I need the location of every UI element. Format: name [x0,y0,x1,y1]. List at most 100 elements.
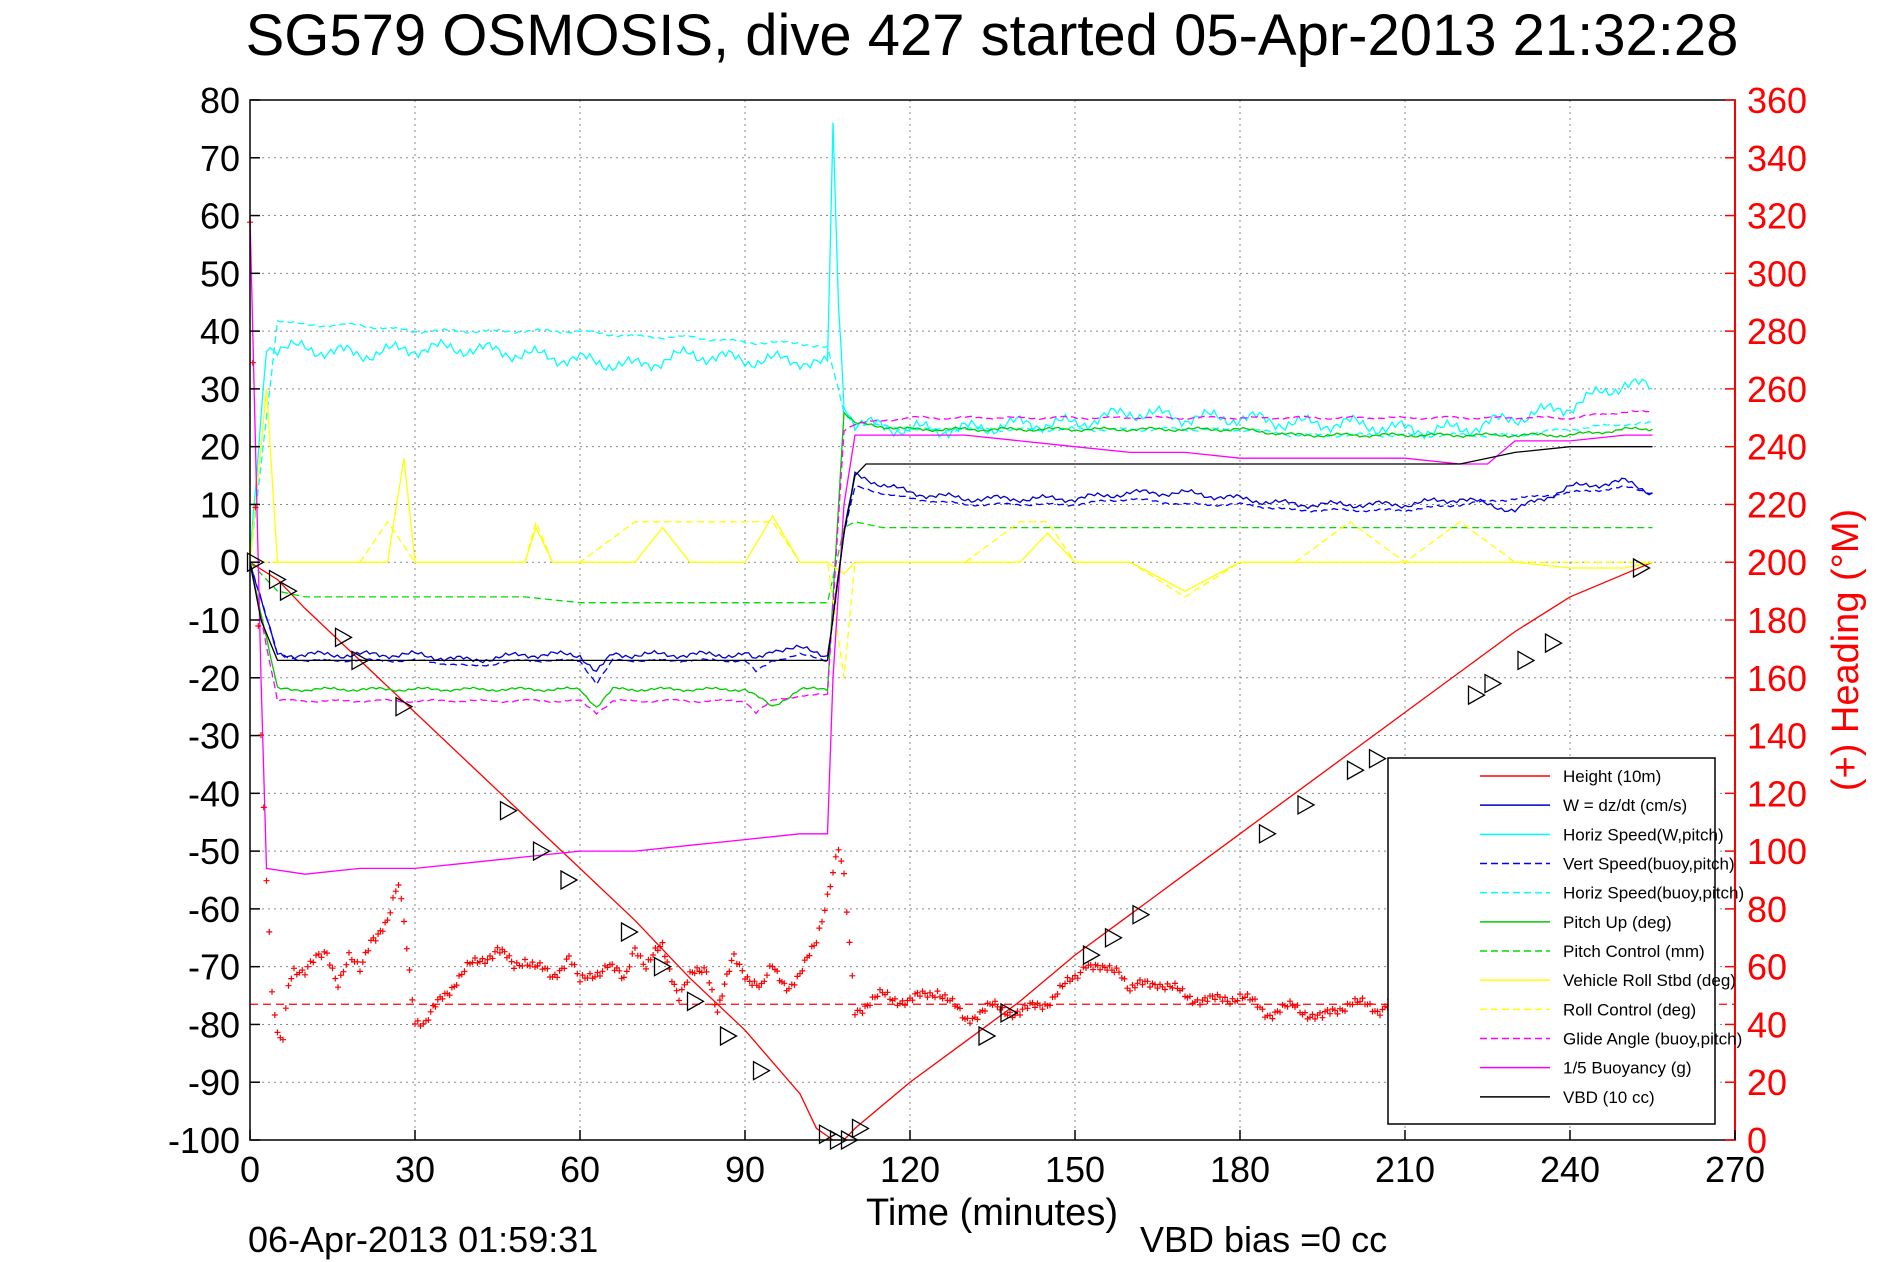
x-tick-label: 90 [725,1149,765,1190]
vbd-bias-label: VBD bias =0 cc [1140,1219,1387,1260]
height-marker-29 [1517,650,1536,671]
left-tick-label: -90 [188,1062,240,1103]
left-tick-label: -40 [188,773,240,814]
left-tick-label: -50 [188,831,240,872]
height-marker-6 [499,800,518,821]
left-tick-label: 50 [200,253,240,294]
right-tick-label: 320 [1747,196,1807,237]
legend-label-6: Pitch Control (mm) [1563,942,1705,961]
height-marker-4 [351,650,370,671]
left-tick-label: 30 [200,369,240,410]
left-tick-label: -80 [188,1004,240,1045]
x-tick-label: 120 [880,1149,940,1190]
legend-label-4: Horiz Speed(buoy,pitch) [1563,884,1744,903]
legend: Height (10m) W = dz/dt (cm/s) Horiz Speed(… [1387,757,1744,1125]
series-line-5 [250,410,1653,708]
right-tick-label: 80 [1747,889,1787,930]
right-tick-label: 340 [1747,138,1807,179]
series-line-7 [250,388,1653,592]
left-tick-label: 40 [200,311,240,352]
series-line-0 [250,561,1653,1140]
height-marker-24 [1297,794,1316,816]
legend-label-3: Vert Speed(buoy,pitch) [1563,855,1735,874]
right-axis-ticks: 3603403203002802602402202001801601401201… [1725,80,1807,1161]
series-line-9 [250,409,1653,715]
right-tick-label: 360 [1747,80,1807,121]
right-tick-label: 220 [1747,484,1807,525]
height-marker-27 [1467,684,1486,706]
series-line-10 [250,215,1653,875]
legend-label-5: Pitch Up (deg) [1563,913,1672,932]
left-tick-label: 70 [200,138,240,179]
height-markers [246,552,1651,1151]
legend-label-0: Height (10m) [1563,767,1661,786]
legend-label-9: Glide Angle (buoy,pitch) [1563,1030,1742,1049]
height-marker-8 [560,869,579,891]
height-marker-11 [686,991,705,1012]
right-tick-label: 40 [1747,1004,1787,1045]
x-tick-label: 240 [1540,1149,1600,1190]
right-tick-label: 260 [1747,369,1807,410]
height-marker-26 [1368,748,1387,769]
height-marker-9 [620,921,639,943]
height-marker-14 [818,1124,837,1145]
right-tick-label: 200 [1747,542,1807,583]
legend-label-1: W = dz/dt (cm/s) [1563,796,1687,815]
x-tick-label: 180 [1210,1149,1270,1190]
height-marker-31 [1632,557,1651,579]
height-marker-22 [1132,904,1151,925]
height-marker-10 [653,956,672,977]
height-marker-1 [268,569,287,590]
height-marker-28 [1484,673,1503,694]
legend-label-10: 1/5 Buoyancy (g) [1563,1059,1692,1078]
left-tick-label: 20 [200,427,240,468]
series-line-4 [250,319,1653,562]
legend-label-8: Roll Control (deg) [1563,1000,1696,1019]
right-tick-label: 240 [1747,427,1807,468]
left-tick-label: -30 [188,716,240,757]
right-tick-label: 0 [1747,1120,1767,1161]
x-tick-label: 0 [240,1149,260,1190]
left-axis-ticks: 80 70 60 50 40 30 20 10 0 -10 -20 -30 -40 -50 -60 -70 -8… [168,80,260,1161]
right-tick-label: 280 [1747,311,1807,352]
left-tick-label: 0 [220,542,240,583]
left-tick-label: 10 [200,484,240,525]
right-tick-label: 160 [1747,658,1807,699]
height-marker-21 [1104,927,1123,948]
legend-label-2: Horiz Speed(W,pitch) [1563,825,1724,844]
legend-box [1387,757,1716,1125]
right-tick-label: 120 [1747,773,1807,814]
height-marker-19 [1000,1002,1019,1024]
left-tick-label: -20 [188,658,240,699]
height-marker-30 [1544,632,1563,654]
right-tick-label: 20 [1747,1062,1787,1103]
right-tick-label: 100 [1747,831,1807,872]
end-time-label: 06-Apr-2013 01:59:31 [248,1219,598,1260]
left-tick-label: 80 [200,80,240,121]
height-marker-3 [334,627,353,648]
series-line-3 [250,485,1653,686]
series-line-11 [250,446,1653,662]
height-marker-18 [978,1025,997,1047]
height-marker-5 [395,696,414,717]
left-tick-label: 60 [200,196,240,237]
left-tick-label: -10 [188,600,240,641]
left-tick-label: -60 [188,889,240,930]
x-tick-label: 270 [1705,1149,1765,1190]
height-marker-12 [719,1025,738,1047]
x-axis-ticks: 0 30 60 90 120 150 180 210 240 270 [240,1130,1765,1190]
right-tick-label: 300 [1747,253,1807,294]
height-marker-23 [1258,823,1277,844]
height-marker-7 [532,840,551,862]
series-line-6 [250,521,1653,604]
legend-label-11: VBD (10 cc) [1563,1088,1655,1107]
height-marker-17 [851,1118,870,1139]
x-tick-label: 210 [1375,1149,1435,1190]
x-tick-label: 30 [395,1149,435,1190]
right-tick-label: 180 [1747,600,1807,641]
legend-label-7: Vehicle Roll Stbd (deg) [1563,971,1736,990]
right-tick-label: 60 [1747,947,1787,988]
x-tick-label: 60 [560,1149,600,1190]
chart-title: SG579 OSMOSIS, dive 427 started 05-Apr-2… [246,3,1739,68]
